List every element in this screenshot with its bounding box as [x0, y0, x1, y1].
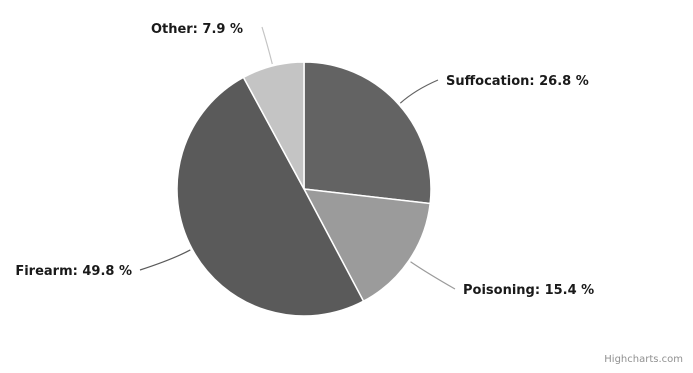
pie-slice-suffocation[interactable]: [303, 61, 432, 205]
credits-link[interactable]: Highcharts.com: [604, 354, 683, 365]
pie-slice-firearm[interactable]: [176, 76, 365, 317]
connector-other: [261, 26, 273, 65]
pie-slice-other[interactable]: [242, 61, 305, 190]
data-label-other: Other: 7.9 %: [151, 22, 243, 37]
pie-slice-poisoning[interactable]: [302, 188, 431, 303]
data-labels: Suffocation: 26.8 % Poisoning: 15.4 % Fire…: [15, 22, 594, 298]
data-label-suffocation: Suffocation: 26.8 %: [446, 74, 589, 89]
data-label-firearm: Firearm: 49.8 %: [15, 264, 132, 279]
pie-slices: [176, 61, 432, 317]
label-connectors: [139, 26, 456, 290]
connector-poisoning: [410, 261, 456, 290]
connector-suffocation: [399, 79, 439, 104]
data-label-poisoning: Poisoning: 15.4 %: [463, 283, 594, 298]
connector-firearm: [139, 249, 191, 271]
